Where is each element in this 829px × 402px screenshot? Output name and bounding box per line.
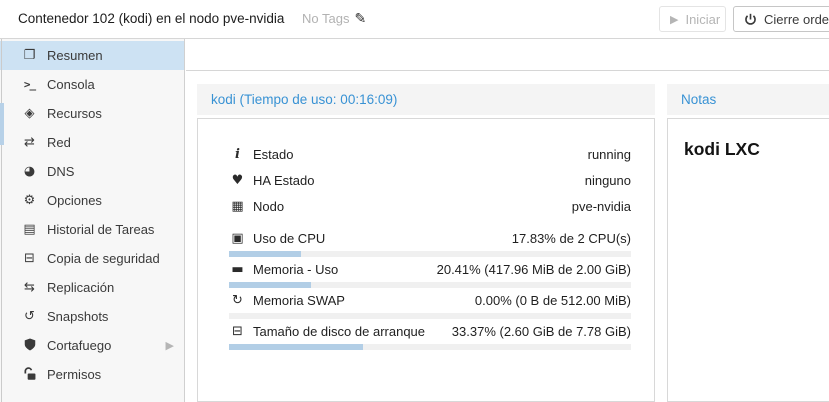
sidebar-item-label: Resumen (47, 48, 103, 63)
page-header: Contenedor 102 (kodi) en el nodo pve-nvi… (0, 0, 829, 39)
book-icon: ❐ (23, 48, 36, 63)
notes-panel-body[interactable]: kodi LXC (667, 118, 829, 402)
bootdisk-progress-bar (229, 344, 631, 350)
sidebar-item-recursos[interactable]: ◈ Recursos (0, 99, 184, 128)
sidebar-item-opciones[interactable]: ⚙ Opciones (0, 186, 184, 215)
row-label: Estado (253, 146, 294, 162)
row-value: 20.41% (417.96 MiB de 2.00 GiB) (436, 261, 631, 277)
row-label: Memoria - Uso (253, 261, 339, 277)
floppy-icon: ⊟ (24, 251, 35, 266)
cpu-icon: ▣ (231, 230, 244, 246)
start-button[interactable]: ▶ Iniciar (659, 6, 726, 32)
globe-icon: ◕ (23, 164, 36, 179)
sidebar-item-snapshots[interactable]: ↺ Snapshots (0, 302, 184, 331)
sidebar-menu: ❐ Resumen >_ Consola ◈ Recursos ⇄ Red ◕ … (0, 39, 185, 402)
terminal-icon: >_ (23, 78, 36, 91)
sidebar-item-label: Red (47, 135, 71, 150)
sidebar-item-historial[interactable]: ▤ Historial de Tareas (0, 215, 184, 244)
notes-panel-title: Notas (667, 84, 829, 115)
status-row-estado: i Estado running (229, 141, 631, 167)
cpu-progress-bar (229, 251, 631, 257)
sidebar-item-label: DNS (47, 164, 75, 179)
notes-content: kodi LXC (684, 139, 760, 159)
swap-icon: ↻ (232, 292, 243, 308)
power-icon (745, 13, 756, 25)
memory-progress-fill (229, 282, 312, 288)
disk-icon: ⊟ (232, 323, 243, 339)
usage-row-memory: ▬ Memoria - Uso 20.41% (417.96 MiB de 2.… (229, 260, 631, 288)
sidebar-item-permisos[interactable]: Permisos (0, 360, 184, 389)
row-label: Uso de CPU (253, 230, 326, 246)
row-value: 33.37% (2.60 GiB de 7.78 GiB) (451, 323, 631, 339)
row-label: Nodo (253, 198, 285, 214)
sidebar-item-dns[interactable]: ◕ DNS (0, 157, 184, 186)
sidebar-item-resumen[interactable]: ❐ Resumen (0, 41, 184, 70)
sidebar-item-red[interactable]: ⇄ Red (0, 128, 184, 157)
replication-icon: ⇆ (24, 280, 35, 295)
task-list-icon: ▤ (23, 222, 36, 237)
sidebar-item-label: Recursos (47, 106, 102, 121)
section-gap (229, 219, 631, 229)
sidebar-item-label: Opciones (47, 193, 102, 208)
usage-row-swap: ↻ Memoria SWAP 0.00% (0 B de 512.00 MiB) (229, 291, 631, 319)
shutdown-button-label: Cierre ordenado (764, 11, 829, 27)
summary-panel: kodi (Tiempo de uso: 00:16:09) i Estado … (197, 84, 655, 402)
shield-icon (20, 338, 39, 353)
cube-icon: ◈ (24, 106, 35, 121)
content-area: kodi (Tiempo de uso: 00:16:09) i Estado … (186, 39, 829, 402)
unlock-icon (20, 367, 39, 382)
status-row-nodo: ▦ Nodo pve-nvidia (229, 193, 631, 219)
sidebar-item-label: Snapshots (47, 309, 109, 324)
memory-progress-bar (229, 282, 631, 288)
row-value: running (587, 146, 631, 162)
swap-progress-bar (229, 313, 631, 319)
building-icon: ▦ (231, 198, 244, 214)
sidebar-item-cortafuego[interactable]: Cortafuego ▶ (0, 331, 184, 360)
row-label: HA Estado (253, 172, 315, 188)
network-arrows-icon: ⇄ (24, 135, 35, 150)
sidebar-item-label: Cortafuego (47, 338, 112, 353)
shutdown-button[interactable]: Cierre ordenado (733, 6, 829, 32)
info-icon: i (235, 146, 240, 162)
history-icon: ↺ (24, 309, 35, 324)
row-label: Memoria SWAP (253, 292, 345, 308)
summary-panel-title: kodi (Tiempo de uso: 00:16:09) (197, 84, 655, 115)
row-value: 17.83% de 2 CPU(s) (511, 230, 631, 246)
sidebar-item-label: Permisos (47, 367, 102, 382)
play-icon: ▶ (670, 12, 679, 26)
sidebar-item-consola[interactable]: >_ Consola (0, 70, 184, 99)
summary-panel-body: i Estado running ♥ HA Estado ninguno ▦ N… (197, 118, 655, 402)
row-label: Tamaño de disco de arranque (253, 323, 426, 339)
tree-selection-edge (0, 103, 4, 145)
tags-label: No Tags (302, 11, 350, 26)
pencil-icon[interactable]: ✎ (354, 11, 367, 27)
row-value: 0.00% (0 B de 512.00 MiB) (474, 292, 631, 308)
notes-panel: Notas kodi LXC (667, 84, 829, 402)
sidebar-item-label: Copia de seguridad (47, 251, 160, 266)
chevron-right-icon: ▶ (165, 339, 174, 352)
sidebar-item-label: Replicación (47, 280, 115, 295)
sidebar-item-label: Consola (47, 77, 95, 92)
row-value: ninguno (584, 172, 631, 188)
window-left-border (1, 39, 2, 402)
sidebar-item-replicacion[interactable]: ⇆ Replicación (0, 273, 184, 302)
status-row-ha: ♥ HA Estado ninguno (229, 167, 631, 193)
start-button-label: Iniciar (685, 11, 721, 27)
gear-icon: ⚙ (23, 193, 36, 208)
page-title: Contenedor 102 (kodi) en el nodo pve-nvi… (18, 11, 285, 26)
bootdisk-progress-fill (229, 344, 364, 350)
toolbar-strip (186, 39, 829, 71)
usage-row-cpu: ▣ Uso de CPU 17.83% de 2 CPU(s) (229, 229, 631, 257)
sidebar-item-copia-seguridad[interactable]: ⊟ Copia de seguridad (0, 244, 184, 273)
tags-editor[interactable]: No Tags ✎ (302, 0, 366, 38)
heartbeat-icon: ♥ (231, 172, 244, 188)
row-value: pve-nvidia (571, 198, 631, 214)
memory-icon: ▬ (231, 261, 244, 277)
sidebar-item-label: Historial de Tareas (47, 222, 155, 237)
usage-row-bootdisk: ⊟ Tamaño de disco de arranque 33.37% (2.… (229, 322, 631, 350)
cpu-progress-fill (229, 251, 301, 257)
